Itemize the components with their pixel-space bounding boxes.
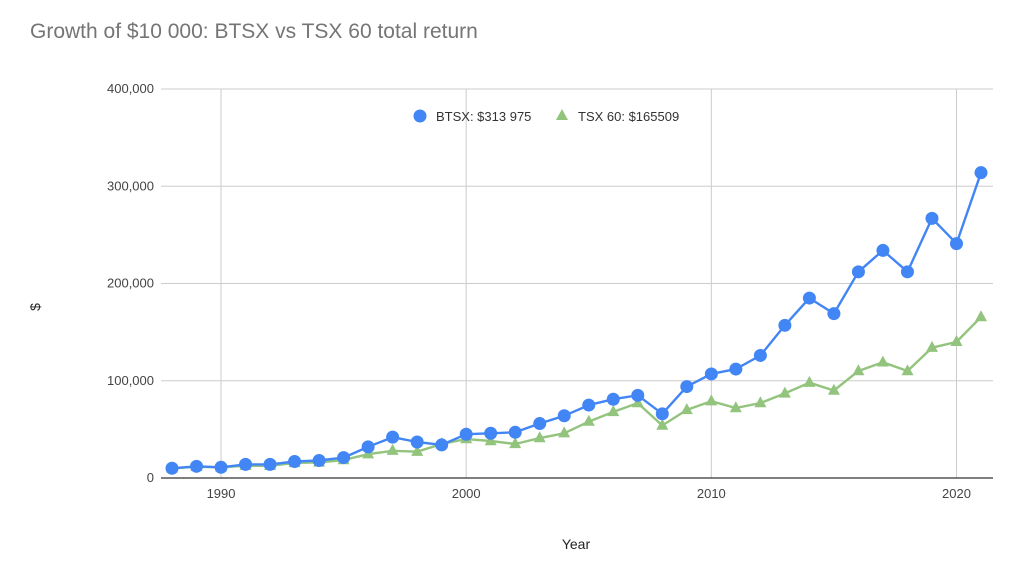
y-axis-title: $ (27, 303, 43, 311)
data-point (802, 291, 816, 305)
grid (161, 88, 993, 478)
y-tick-label: 0 (147, 470, 154, 485)
data-point (214, 460, 228, 474)
data-point (778, 318, 792, 332)
legend-item-btsx: BTSX: $313 975 (413, 109, 531, 124)
data-point (484, 426, 498, 440)
data-point (925, 211, 939, 225)
data-point (410, 435, 424, 449)
x-tick-label: 2000 (452, 486, 481, 501)
data-point (607, 405, 620, 417)
legend-marker (413, 109, 427, 123)
data-point (680, 380, 694, 394)
data-point (435, 438, 449, 452)
data-point (803, 375, 816, 387)
data-point (901, 364, 914, 376)
data-point (557, 409, 571, 423)
series-layer (165, 166, 988, 475)
data-point (655, 407, 669, 421)
x-tick-label: 2010 (697, 486, 726, 501)
data-point (876, 243, 890, 257)
data-point (361, 440, 375, 454)
data-point (827, 307, 841, 321)
data-point (876, 355, 889, 367)
y-tick-label: 400,000 (107, 81, 154, 96)
series-line (171, 316, 982, 470)
data-point (337, 451, 351, 465)
data-point (533, 417, 547, 431)
y-tick-label: 300,000 (107, 178, 154, 193)
data-point (851, 265, 865, 279)
data-point (386, 430, 400, 444)
data-point (852, 364, 865, 376)
data-point (753, 348, 767, 362)
data-point (165, 461, 179, 475)
series-btsx (165, 166, 988, 475)
data-point (827, 383, 840, 395)
data-point (606, 392, 620, 406)
legend-marker (556, 109, 568, 120)
data-point (582, 398, 596, 412)
data-point (729, 401, 742, 413)
data-point (558, 426, 571, 438)
data-point (263, 457, 277, 471)
data-point (949, 237, 963, 251)
legend-item-tsx60: TSX 60: $165509 (556, 109, 679, 124)
data-point (950, 335, 963, 346)
x-tick-label: 2020 (942, 486, 971, 501)
data-point (975, 310, 987, 322)
data-point (459, 427, 473, 441)
data-point (926, 340, 938, 352)
x-tick-label: 1990 (207, 486, 236, 501)
chart-title: Growth of $10 000: BTSX vs TSX 60 total … (30, 20, 478, 43)
data-point (729, 362, 743, 376)
axes: 0 100,000 200,000 300,000 400,000 1990 2000 201… (107, 81, 993, 501)
data-point (656, 418, 669, 430)
data-point (312, 453, 326, 467)
y-tick-label: 100,000 (107, 373, 154, 388)
data-point (631, 388, 645, 402)
x-axis-title: Year (562, 536, 591, 552)
data-point (508, 425, 522, 439)
data-point (288, 454, 302, 468)
y-tick-label: 200,000 (107, 276, 154, 291)
data-point (582, 414, 595, 426)
data-point (705, 394, 718, 406)
data-point (239, 457, 253, 471)
data-point (680, 403, 693, 415)
data-point (778, 386, 791, 398)
data-point (411, 444, 424, 456)
data-point (190, 459, 204, 473)
data-point (509, 437, 522, 449)
data-point (974, 166, 988, 180)
legend-label: TSX 60: $165509 (578, 109, 679, 124)
data-point (754, 396, 767, 408)
series-line (171, 172, 983, 470)
legend: BTSX: $313 975 TSX 60: $165509 (413, 109, 679, 124)
data-point (533, 431, 546, 443)
data-point (900, 265, 914, 279)
series-tsx60 (166, 310, 987, 473)
data-point (704, 367, 718, 381)
legend-label: BTSX: $313 975 (436, 109, 531, 124)
data-point (386, 443, 399, 455)
